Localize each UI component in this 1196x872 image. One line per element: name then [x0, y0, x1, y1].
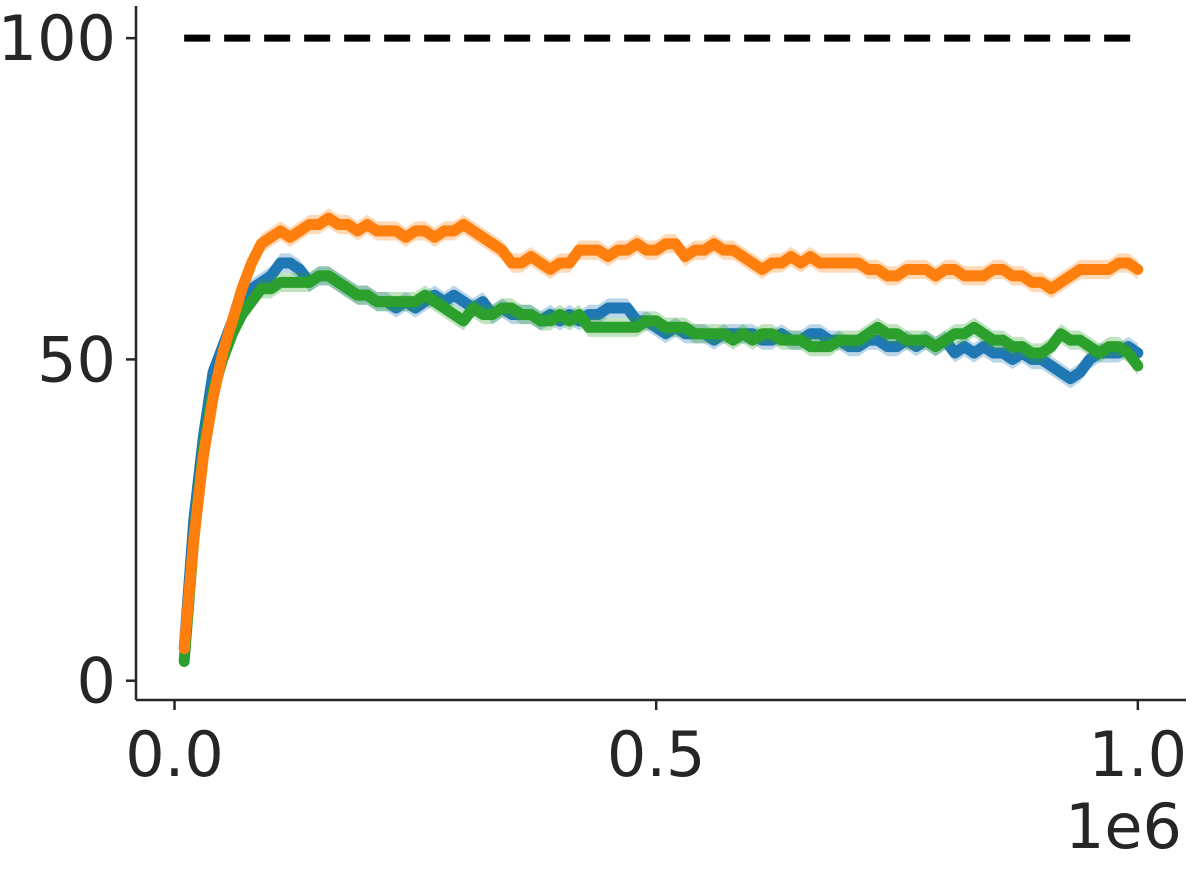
y-tick-label: 50	[37, 323, 116, 396]
series-2-line	[178, 270, 1144, 667]
y-tick-label: 100	[0, 2, 116, 75]
x-tick-label: 1.0	[1089, 718, 1188, 791]
series-3-line	[178, 212, 1144, 655]
plot-area	[178, 34, 1144, 672]
y-tick-label: 0	[77, 645, 116, 718]
axes	[134, 6, 1186, 702]
x-tick-label: 0.5	[607, 718, 706, 791]
x-offset-label: 1e6	[1065, 790, 1182, 863]
ticks: 0 50 100 0.0 0.5 1.0	[0, 2, 1187, 791]
series-1-band	[184, 253, 1138, 659]
x-tick-label: 0.0	[125, 718, 224, 791]
